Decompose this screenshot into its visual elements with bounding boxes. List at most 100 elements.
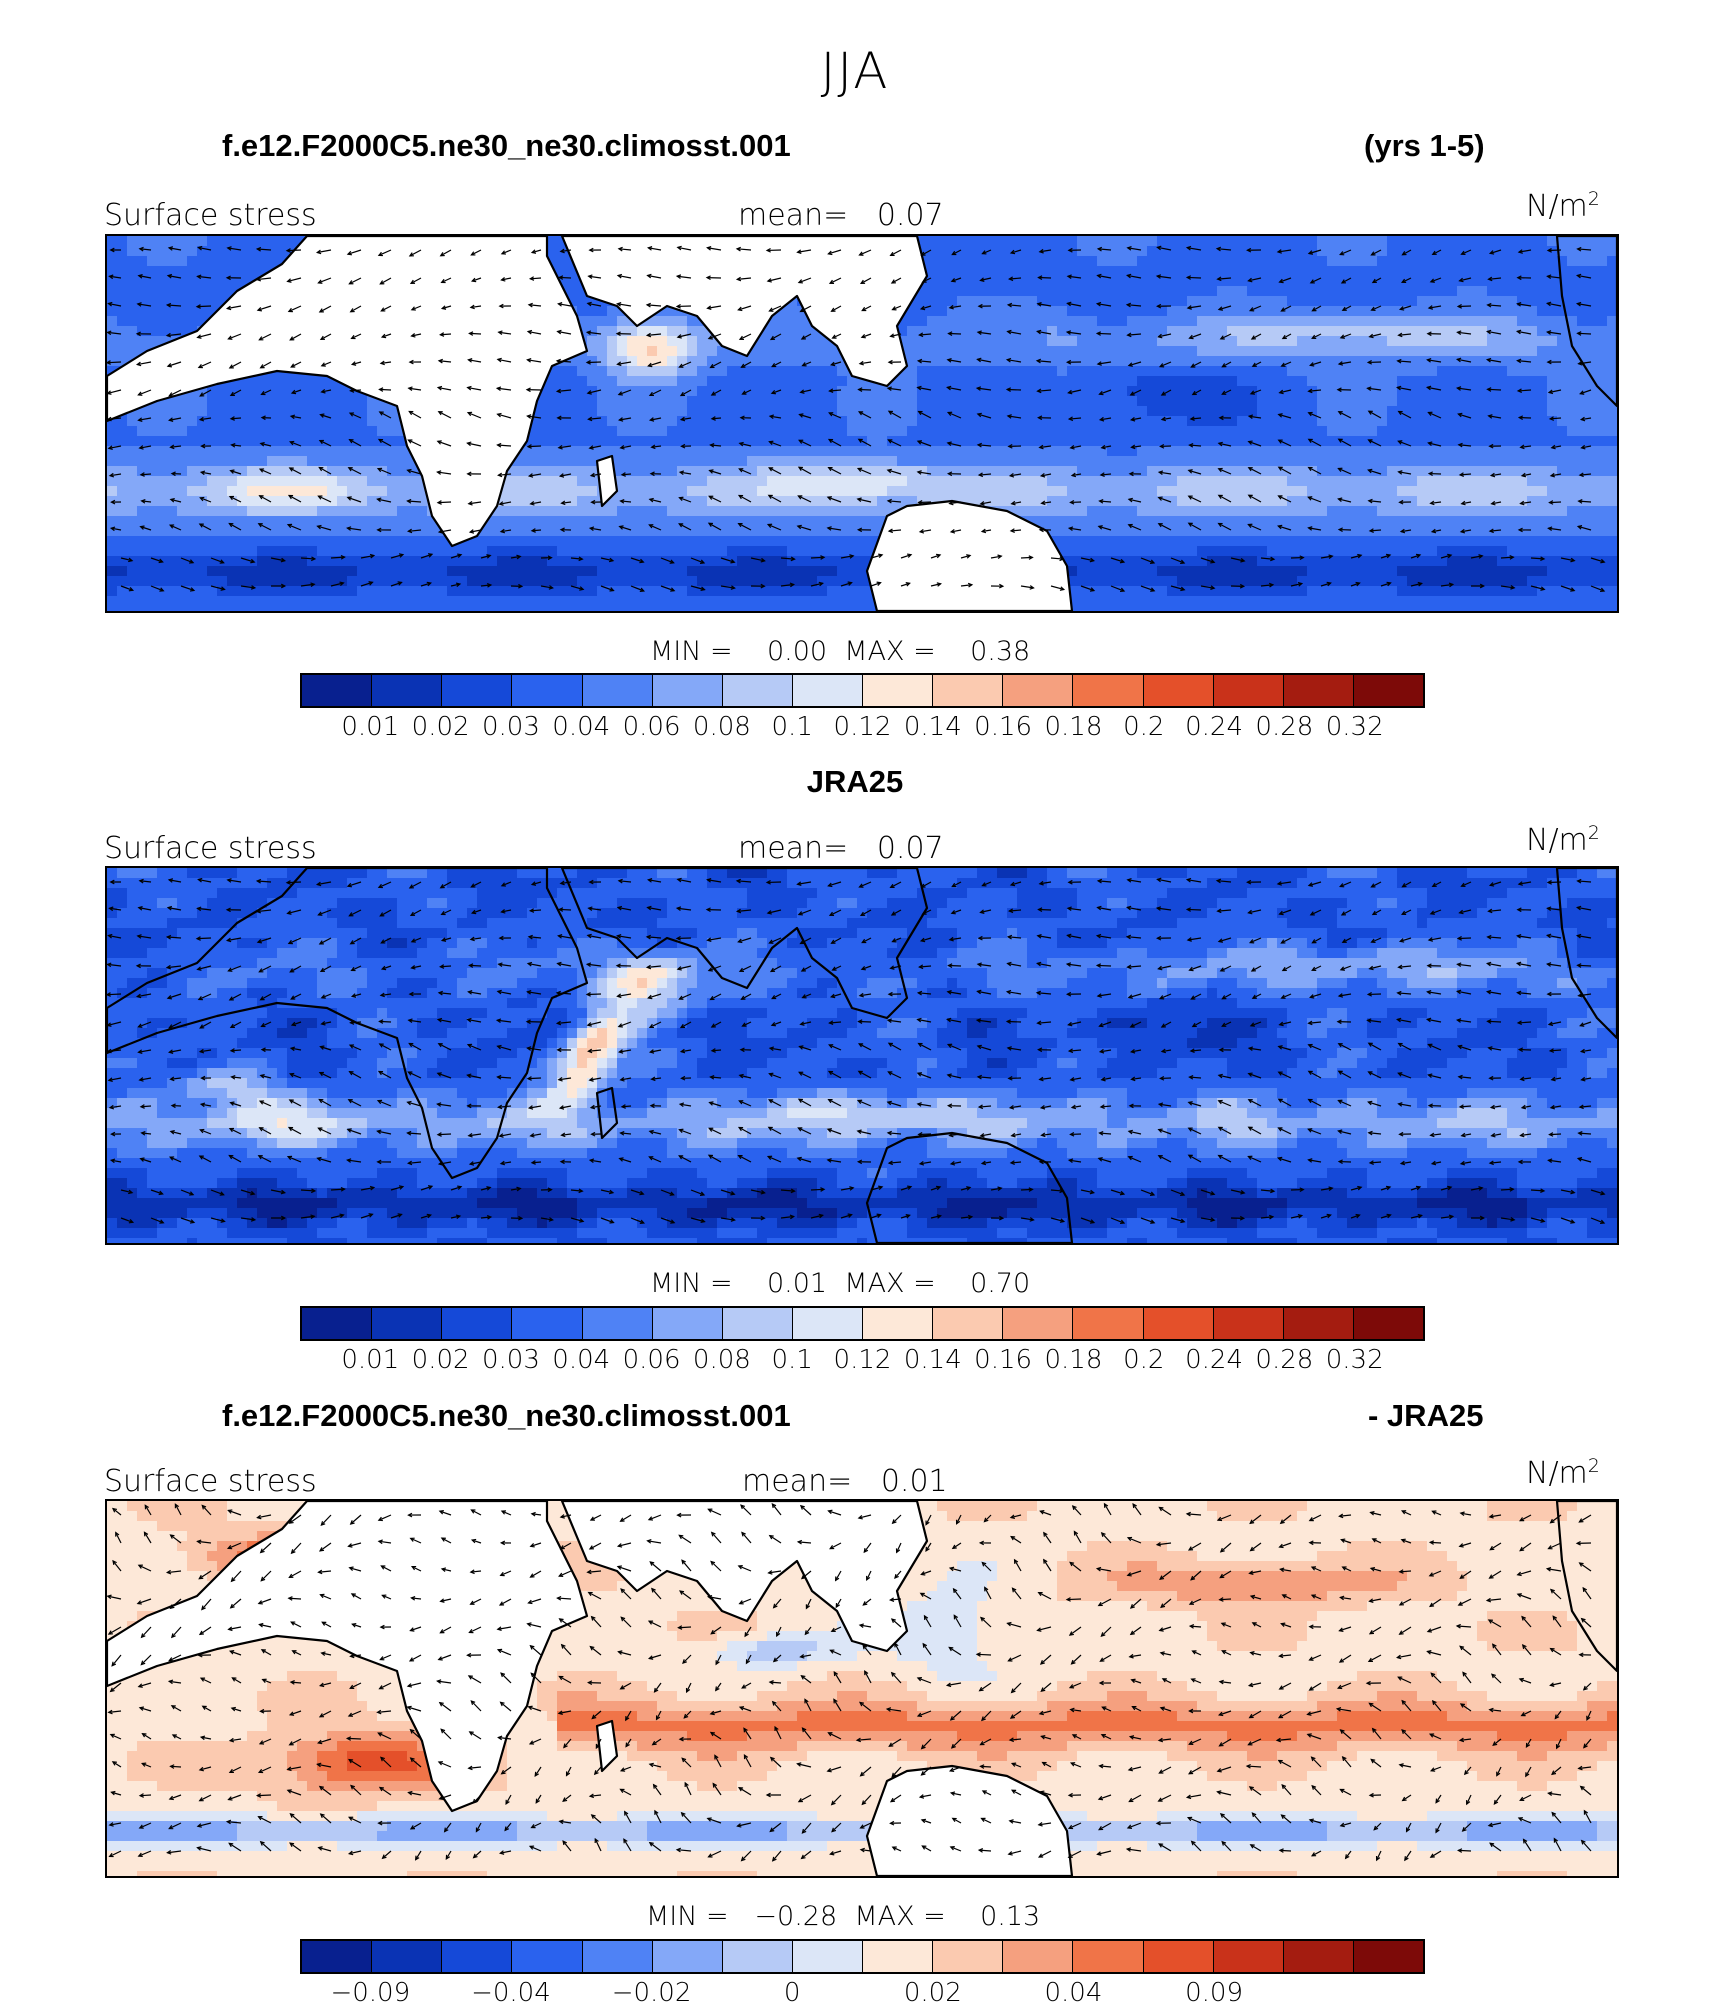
- colorbar-swatch: [1353, 1941, 1423, 1972]
- panel-1-title-right: (yrs 1-5): [1364, 128, 1485, 164]
- panel-2-title: JRA25: [0, 764, 1710, 800]
- colorbar-tick-label: 0.1: [772, 1345, 813, 1375]
- land-mask: [562, 1501, 927, 1651]
- coastline: [560, 236, 929, 388]
- land-mask: [597, 456, 617, 506]
- colorbar-tick-label: −0.09: [330, 1978, 410, 2008]
- panel-1-title-left: f.e12.F2000C5.ne30_ne30.climosst.001: [222, 128, 791, 164]
- colorbar-tick-label: 0.02: [412, 712, 470, 742]
- colorbar-swatch: [512, 675, 583, 706]
- colorbar-swatch: [302, 675, 373, 706]
- colorbar-tick-label: 0.06: [623, 712, 681, 742]
- colorbar-tick-label: 0.24: [1185, 1345, 1243, 1375]
- colorbar-tick-label: 0.04: [552, 1345, 610, 1375]
- colorbar-swatch: [442, 1308, 513, 1339]
- colorbar-swatch: [1073, 675, 1144, 706]
- colorbar-swatch: [372, 675, 443, 706]
- coastline: [560, 868, 929, 1020]
- colorbar-swatch: [512, 1308, 583, 1339]
- colorbar-swatch: [652, 675, 723, 706]
- colorbar-swatch: [722, 675, 793, 706]
- colorbar-swatch: [1073, 1941, 1144, 1972]
- colorbar-swatch: [1073, 1308, 1144, 1339]
- colorbar-tick-label: 0.08: [693, 712, 751, 742]
- colorbar-swatch: [442, 675, 513, 706]
- colorbar-tick-label: 0.28: [1255, 1345, 1313, 1375]
- colorbar-swatch: [1353, 1308, 1423, 1339]
- colorbar-tick-label: 0.24: [1185, 712, 1243, 742]
- colorbar-tick-label: 0.03: [482, 712, 540, 742]
- coastline: [560, 1501, 929, 1653]
- panel-3-variable-label: Surface stress: [104, 1464, 317, 1499]
- panel-3-mean-label: mean= 0.01: [742, 1464, 948, 1499]
- colorbar-swatch: [652, 1941, 723, 1972]
- colorbar-tick-label: 0.18: [1044, 712, 1102, 742]
- coastline: [1555, 1501, 1617, 1673]
- colorbar-swatch: [1143, 1308, 1214, 1339]
- panel-1-mean-label: mean= 0.07: [738, 198, 944, 233]
- colorbar-tick-label: −0.04: [471, 1978, 551, 2008]
- panel-2-minmax: MIN = 0.01 MAX = 0.70: [650, 1268, 1030, 1299]
- panel-1-units: N/m2: [1526, 188, 1600, 224]
- colorbar-swatch: [1003, 675, 1074, 706]
- colorbar-swatch: [582, 1941, 653, 1972]
- colorbar-swatch: [792, 1941, 863, 1972]
- panel-3-minmax: MIN = −0.28 MAX = 0.13: [646, 1901, 1040, 1932]
- land-mask: [107, 1501, 587, 1811]
- colorbar-tick-label: 0.32: [1326, 712, 1384, 742]
- colorbar-tick-label: 0.14: [904, 1345, 962, 1375]
- colorbar-swatch: [302, 1941, 373, 1972]
- panel-3-colorbar-ticks: −0.09 −0.04 −0.02 0 0.02 0.04 0.09: [300, 1978, 1425, 2010]
- colorbar-swatch: [582, 1308, 653, 1339]
- coastline: [865, 1131, 1074, 1243]
- colorbar-swatch: [512, 1941, 583, 1972]
- colorbar-swatch: [302, 1308, 373, 1339]
- colorbar-swatch: [1143, 1941, 1214, 1972]
- colorbar-swatch: [1213, 1941, 1284, 1972]
- colorbar-tick-label: 0.1: [772, 712, 813, 742]
- colorbar-swatch: [863, 1308, 934, 1339]
- panel-3-colorbar: [300, 1939, 1425, 1974]
- colorbar-tick-label: 0: [784, 1978, 801, 2008]
- colorbar-swatch: [1003, 1308, 1074, 1339]
- panel-3-title-right: - JRA25: [1368, 1398, 1483, 1434]
- colorbar-swatch: [863, 1941, 934, 1972]
- panel-2-variable-label: Surface stress: [104, 831, 317, 866]
- colorbar-tick-label: 0.04: [1044, 1978, 1102, 2008]
- panel-2-mean-label: mean= 0.07: [738, 831, 944, 866]
- colorbar-swatch: [722, 1308, 793, 1339]
- colorbar-tick-label: 0.03: [482, 1345, 540, 1375]
- panel-1-minmax: MIN = 0.00 MAX = 0.38: [650, 636, 1030, 667]
- colorbar-tick-label: 0.02: [412, 1345, 470, 1375]
- colorbar-swatch: [933, 1941, 1004, 1972]
- colorbar-tick-label: 0.18: [1044, 1345, 1102, 1375]
- panel-2-colorbar-ticks: 0.01 0.02 0.03 0.04 0.06 0.08 0.1 0.12 0.14 0.16 0…: [300, 1345, 1425, 1377]
- panel-1-colorbar: [300, 673, 1425, 708]
- land-mask: [597, 1721, 617, 1771]
- panel-1-map: [105, 234, 1619, 613]
- page-title: JJA: [0, 42, 1710, 100]
- colorbar-swatch: [442, 1941, 513, 1972]
- colorbar-swatch: [1283, 675, 1354, 706]
- colorbar-tick-label: 0.16: [974, 1345, 1032, 1375]
- colorbar-swatch: [1213, 1308, 1284, 1339]
- panel-2-colorbar: [300, 1306, 1425, 1341]
- panel-2-map: [105, 866, 1619, 1245]
- colorbar-tick-label: −0.02: [612, 1978, 692, 2008]
- colorbar-swatch: [933, 675, 1004, 706]
- coastline: [107, 1501, 589, 1813]
- panel-3-title-left: f.e12.F2000C5.ne30_ne30.climosst.001: [222, 1398, 791, 1434]
- coastline: [1555, 868, 1617, 1040]
- colorbar-tick-label: 0.01: [341, 1345, 399, 1375]
- colorbar-tick-label: 0.12: [834, 1345, 892, 1375]
- colorbar-tick-label: 0.09: [1185, 1978, 1243, 2008]
- colorbar-tick-label: 0.04: [552, 712, 610, 742]
- colorbar-swatch: [792, 675, 863, 706]
- colorbar-swatch: [863, 675, 934, 706]
- colorbar-swatch: [933, 1308, 1004, 1339]
- panel-1-variable-label: Surface stress: [104, 198, 317, 233]
- colorbar-tick-label: 0.2: [1123, 1345, 1164, 1375]
- panel-1-colorbar-ticks: 0.01 0.02 0.03 0.04 0.06 0.08 0.1 0.12 0.14 0.16 0…: [300, 712, 1425, 744]
- map-field: [107, 236, 1617, 611]
- coastline: [595, 454, 619, 508]
